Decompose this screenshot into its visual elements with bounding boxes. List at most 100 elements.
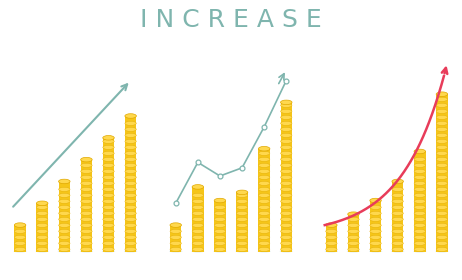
Ellipse shape xyxy=(214,241,226,245)
Bar xyxy=(103,138,114,252)
Ellipse shape xyxy=(103,136,114,140)
Ellipse shape xyxy=(192,211,204,215)
Ellipse shape xyxy=(280,187,292,191)
Ellipse shape xyxy=(280,151,292,155)
Ellipse shape xyxy=(103,187,114,191)
Ellipse shape xyxy=(214,217,226,221)
Ellipse shape xyxy=(436,163,448,167)
Ellipse shape xyxy=(326,235,337,239)
Ellipse shape xyxy=(192,193,204,197)
Bar xyxy=(81,160,92,252)
Ellipse shape xyxy=(192,199,204,203)
Ellipse shape xyxy=(436,92,448,96)
Ellipse shape xyxy=(170,241,182,245)
Ellipse shape xyxy=(81,211,92,215)
Ellipse shape xyxy=(370,241,381,245)
Ellipse shape xyxy=(81,205,92,209)
Ellipse shape xyxy=(348,235,359,239)
Ellipse shape xyxy=(414,199,426,203)
Ellipse shape xyxy=(103,217,114,221)
Ellipse shape xyxy=(59,235,70,239)
Ellipse shape xyxy=(326,241,337,245)
Bar xyxy=(258,149,270,252)
Ellipse shape xyxy=(103,163,114,167)
Ellipse shape xyxy=(81,247,92,251)
Bar xyxy=(326,225,337,252)
Ellipse shape xyxy=(436,229,448,233)
Ellipse shape xyxy=(326,247,337,251)
Ellipse shape xyxy=(348,241,359,245)
Ellipse shape xyxy=(125,151,136,155)
Ellipse shape xyxy=(125,169,136,173)
Ellipse shape xyxy=(436,115,448,119)
Ellipse shape xyxy=(214,211,226,215)
Ellipse shape xyxy=(192,205,204,209)
Ellipse shape xyxy=(214,247,226,251)
Ellipse shape xyxy=(81,181,92,185)
Bar xyxy=(370,200,381,252)
Ellipse shape xyxy=(436,217,448,221)
Ellipse shape xyxy=(59,187,70,191)
Ellipse shape xyxy=(103,193,114,197)
Ellipse shape xyxy=(392,187,403,191)
Ellipse shape xyxy=(14,235,26,239)
Ellipse shape xyxy=(436,211,448,215)
Ellipse shape xyxy=(258,146,270,151)
Ellipse shape xyxy=(125,187,136,191)
Ellipse shape xyxy=(103,235,114,239)
Ellipse shape xyxy=(214,235,226,239)
Ellipse shape xyxy=(103,145,114,149)
Ellipse shape xyxy=(236,247,248,251)
Ellipse shape xyxy=(280,247,292,251)
Bar xyxy=(36,203,48,252)
Ellipse shape xyxy=(348,229,359,233)
Ellipse shape xyxy=(258,223,270,227)
Ellipse shape xyxy=(81,169,92,173)
Ellipse shape xyxy=(125,235,136,239)
Ellipse shape xyxy=(348,223,359,227)
Ellipse shape xyxy=(392,179,403,184)
Ellipse shape xyxy=(125,217,136,221)
Ellipse shape xyxy=(191,250,205,253)
Ellipse shape xyxy=(103,181,114,185)
Ellipse shape xyxy=(125,157,136,161)
Ellipse shape xyxy=(81,163,92,167)
Ellipse shape xyxy=(258,187,270,191)
Ellipse shape xyxy=(280,205,292,209)
Bar xyxy=(192,187,204,252)
Ellipse shape xyxy=(258,199,270,203)
Ellipse shape xyxy=(280,169,292,173)
Ellipse shape xyxy=(36,247,48,251)
Ellipse shape xyxy=(36,241,48,245)
Ellipse shape xyxy=(103,139,114,143)
Ellipse shape xyxy=(325,250,338,253)
Ellipse shape xyxy=(36,201,48,206)
Ellipse shape xyxy=(103,199,114,203)
Ellipse shape xyxy=(236,241,248,245)
Ellipse shape xyxy=(414,181,426,185)
Ellipse shape xyxy=(103,169,114,173)
Ellipse shape xyxy=(280,181,292,185)
Ellipse shape xyxy=(36,211,48,215)
Ellipse shape xyxy=(103,229,114,233)
Ellipse shape xyxy=(125,199,136,203)
Ellipse shape xyxy=(257,250,271,253)
Ellipse shape xyxy=(192,235,204,239)
Ellipse shape xyxy=(36,205,48,209)
Ellipse shape xyxy=(258,157,270,161)
Ellipse shape xyxy=(392,247,403,251)
Ellipse shape xyxy=(59,179,70,184)
Ellipse shape xyxy=(192,217,204,221)
Ellipse shape xyxy=(280,199,292,203)
Ellipse shape xyxy=(392,229,403,233)
Ellipse shape xyxy=(414,211,426,215)
Ellipse shape xyxy=(436,133,448,137)
Bar xyxy=(214,200,226,252)
Ellipse shape xyxy=(59,211,70,215)
Ellipse shape xyxy=(392,223,403,227)
Ellipse shape xyxy=(280,211,292,215)
Bar xyxy=(236,192,248,252)
Ellipse shape xyxy=(436,205,448,209)
Text: I N C R E A S E: I N C R E A S E xyxy=(140,8,322,32)
Ellipse shape xyxy=(236,190,248,195)
